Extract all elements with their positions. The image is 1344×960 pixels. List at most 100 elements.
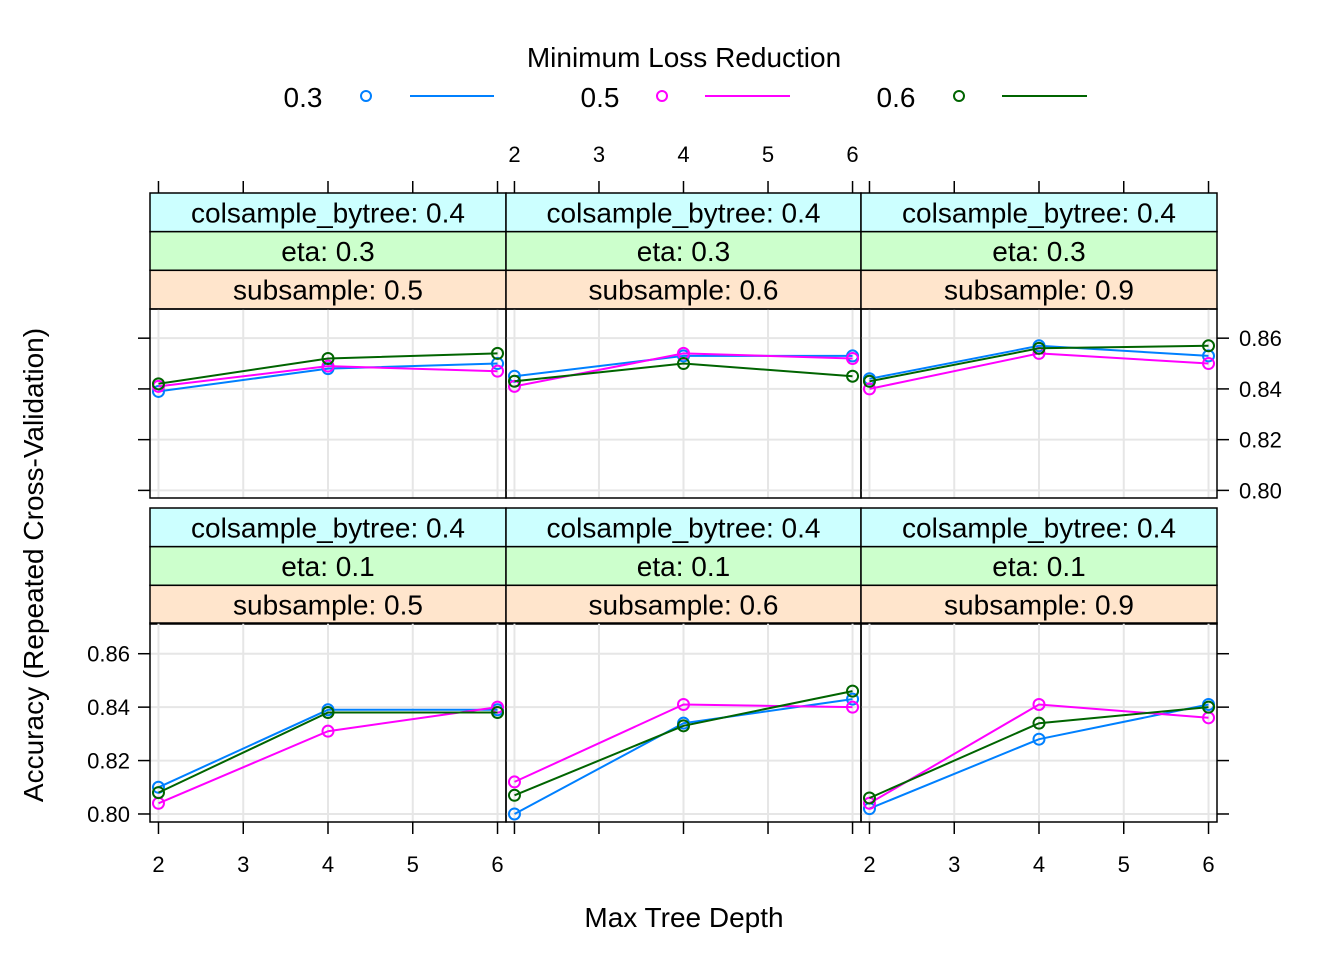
y-axis-title: Accuracy (Repeated Cross-Validation)	[18, 328, 49, 802]
data-point-0.6	[862, 374, 876, 388]
x-tick-label-bottom: 3	[948, 852, 960, 877]
strip-label: colsample_bytree: 0.4	[191, 197, 465, 228]
series-line-0.6	[514, 362, 853, 383]
strip-label: eta: 0.3	[637, 236, 730, 267]
strip-label: eta: 0.3	[992, 236, 1085, 267]
panel-6: colsample_bytree: 0.4 eta: 0.1 subsample: …	[860, 507, 1218, 823]
panels: colsample_bytree: 0.4 eta: 0.3 subsample: …	[149, 192, 1218, 823]
series-line-0.5	[514, 703, 853, 783]
y-tick-label-right: 0.82	[1239, 428, 1282, 453]
x-tick-label-bottom: 2	[152, 852, 164, 877]
data-point-0.3	[846, 692, 860, 706]
data-point-0.5	[677, 697, 690, 711]
x-tick-label-bottom: 5	[407, 852, 419, 877]
strip-label: eta: 0.1	[281, 551, 374, 582]
data-point-0.5	[321, 724, 335, 738]
x-tick-label-bottom: 6	[1202, 852, 1214, 877]
strip-label: colsample_bytree: 0.4	[902, 197, 1176, 228]
data-point-0.6	[1202, 339, 1216, 353]
data-point-0.5	[1202, 357, 1216, 371]
data-point-0.6	[151, 377, 165, 391]
panel-3: colsample_bytree: 0.4 eta: 0.3 subsample: …	[860, 192, 1218, 499]
strip	[505, 192, 862, 233]
strip-label: subsample: 0.5	[233, 275, 423, 306]
legend-marker	[656, 90, 668, 102]
x-tick-label-bottom: 2	[863, 852, 875, 877]
data-point-0.6	[491, 705, 505, 719]
strip	[860, 230, 1218, 272]
legend-title: Minimum Loss Reduction	[527, 42, 841, 73]
legend-marker	[360, 90, 372, 102]
x-tick-label-top: 6	[846, 142, 858, 167]
strip-label: colsample_bytree: 0.4	[902, 512, 1176, 543]
legend-marker	[953, 90, 965, 102]
y-tick-label-left: 0.82	[87, 749, 130, 774]
x-tick-label-top: 4	[677, 142, 689, 167]
strip-label: subsample: 0.5	[233, 590, 423, 621]
strip	[860, 545, 1218, 587]
legend-label: 0.3	[284, 82, 323, 113]
x-tick-label-bottom: 4	[1033, 852, 1045, 877]
series-line-0.3	[869, 703, 1209, 810]
panel-2: colsample_bytree: 0.4 eta: 0.3 subsample: …	[505, 192, 862, 499]
panel-frame	[860, 622, 1218, 823]
panel-1: colsample_bytree: 0.4 eta: 0.3 subsample: …	[149, 192, 507, 499]
legend-label: 0.6	[877, 82, 916, 113]
x-tick-label-top: 2	[508, 142, 520, 167]
series-line-0.6	[869, 706, 1209, 799]
series-line-0.3	[869, 344, 1209, 380]
data-point-0.3	[507, 807, 521, 821]
data-point-0.5	[1032, 697, 1046, 711]
panel-4: colsample_bytree: 0.4 eta: 0.1 subsample: …	[149, 507, 507, 823]
y-tick-label-left: 0.84	[87, 695, 130, 720]
y-tick-label-left: 0.80	[87, 802, 130, 827]
data-point-0.3	[151, 780, 165, 794]
data-point-0.6	[846, 684, 860, 698]
series-line-0.5	[158, 706, 498, 805]
strip	[149, 507, 507, 548]
data-point-0.6	[507, 374, 521, 388]
data-point-0.6	[507, 788, 521, 802]
y-tick-label-left: 0.86	[87, 642, 130, 667]
data-point-0.5	[507, 775, 521, 789]
x-tick-label-top: 3	[593, 142, 605, 167]
data-point-0.5	[321, 359, 335, 373]
x-axis-title: Max Tree Depth	[584, 902, 783, 933]
y-tick-label-right: 0.84	[1239, 377, 1282, 402]
strip	[149, 545, 507, 587]
data-point-0.5	[846, 351, 860, 365]
data-point-0.6	[846, 369, 860, 383]
strip-label: colsample_bytree: 0.4	[547, 197, 821, 228]
data-point-0.6	[1032, 716, 1046, 730]
strip-label: eta: 0.1	[992, 551, 1085, 582]
legend-label: 0.5	[581, 82, 620, 113]
strip	[860, 507, 1218, 548]
legend-entries: 0.3 0.5 0.6	[284, 82, 1087, 113]
data-point-0.6	[1032, 341, 1046, 355]
data-point-0.5	[491, 364, 505, 378]
data-point-0.5	[862, 382, 876, 396]
strip-label: colsample_bytree: 0.4	[547, 512, 821, 543]
panel-frame	[860, 308, 1218, 499]
series-line-0.3	[158, 362, 498, 393]
series-line-0.5	[158, 365, 498, 388]
data-point-0.6	[862, 791, 876, 805]
series-line-0.6	[869, 344, 1209, 383]
strip	[505, 584, 862, 625]
strip-label: subsample: 0.9	[944, 590, 1134, 621]
legend-entry-0.5: 0.5	[581, 82, 790, 113]
data-point-0.6	[1202, 700, 1216, 714]
bottom-x-axis: 2 3 4 5 6 2 3 4 5 6	[152, 822, 1215, 877]
x-tick-label-bottom: 6	[491, 852, 503, 877]
y-tick-label-right: 0.86	[1239, 326, 1282, 351]
strip	[860, 584, 1218, 625]
data-point-0.6	[151, 786, 165, 800]
strip-label: colsample_bytree: 0.4	[191, 512, 465, 543]
strip-label: eta: 0.3	[281, 236, 374, 267]
legend: Minimum Loss Reduction 0.3 0.5 0.6	[284, 42, 1087, 113]
strip-label: subsample: 0.6	[589, 590, 779, 621]
data-point-0.3	[1032, 732, 1046, 746]
y-tick-label-right: 0.80	[1239, 478, 1282, 503]
data-point-0.5	[507, 379, 521, 393]
strip-label: eta: 0.1	[637, 551, 730, 582]
